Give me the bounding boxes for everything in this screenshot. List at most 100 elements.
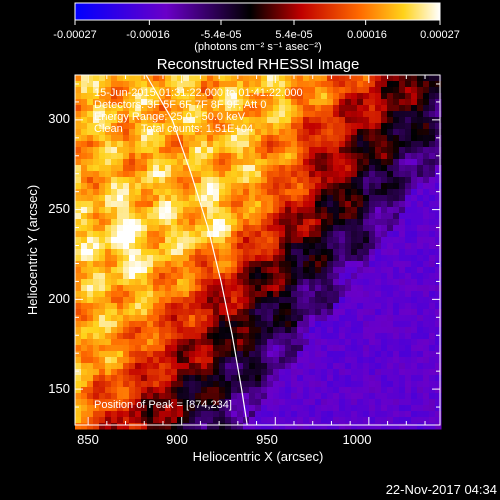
- heatmap-cell: [207, 153, 214, 160]
- heatmap-cell: [267, 309, 274, 316]
- heatmap-cell: [429, 315, 436, 322]
- heatmap-cell: [243, 357, 250, 364]
- heatmap-cell: [135, 213, 142, 220]
- heatmap-cell: [405, 177, 412, 184]
- heatmap-cell: [267, 327, 274, 334]
- heatmap-cell: [381, 399, 388, 406]
- heatmap-cell: [87, 303, 94, 310]
- heatmap-cell: [375, 321, 382, 328]
- heatmap-cell: [387, 285, 394, 292]
- heatmap-cell: [177, 315, 184, 322]
- x-tick-label: 1000: [343, 432, 372, 447]
- heatmap-cell: [333, 75, 340, 82]
- heatmap-cell: [279, 291, 286, 298]
- heatmap-cell: [279, 249, 286, 256]
- heatmap-cell: [399, 273, 406, 280]
- heatmap-cell: [345, 75, 352, 82]
- heatmap-cell: [327, 309, 334, 316]
- heatmap-cell: [135, 87, 142, 94]
- heatmap-cell: [405, 219, 412, 226]
- heatmap-cell: [435, 255, 442, 262]
- heatmap-cell: [405, 111, 412, 118]
- heatmap-cell: [195, 417, 202, 424]
- heatmap-cell: [231, 111, 238, 118]
- heatmap-cell: [363, 387, 370, 394]
- heatmap-cell: [249, 261, 256, 268]
- heatmap-cell: [351, 171, 358, 178]
- heatmap-cell: [147, 291, 154, 298]
- heatmap-cell: [357, 363, 364, 370]
- heatmap-cell: [333, 261, 340, 268]
- heatmap-cell: [405, 285, 412, 292]
- heatmap-cell: [285, 333, 292, 340]
- heatmap-cell: [153, 363, 160, 370]
- heatmap-cell: [75, 129, 82, 136]
- heatmap-cell: [129, 321, 136, 328]
- heatmap-cell: [75, 423, 82, 430]
- annotation-time-range: 15-Jun-2015 01:31:22.000 to 01:41:22.000: [94, 87, 303, 99]
- heatmap-cell: [321, 111, 328, 118]
- heatmap-cell: [327, 345, 334, 352]
- heatmap-cell: [429, 381, 436, 388]
- heatmap-cell: [309, 81, 316, 88]
- heatmap-cell: [279, 189, 286, 196]
- heatmap-cell: [417, 303, 424, 310]
- heatmap-cell: [297, 291, 304, 298]
- heatmap-cell: [129, 165, 136, 172]
- heatmap-cell: [315, 237, 322, 244]
- heatmap-cell: [333, 327, 340, 334]
- heatmap-cell: [225, 303, 232, 310]
- heatmap-cell: [393, 165, 400, 172]
- heatmap-cell: [75, 123, 82, 130]
- heatmap-cell: [345, 387, 352, 394]
- heatmap-cell: [345, 393, 352, 400]
- heatmap-cell: [405, 207, 412, 214]
- heatmap-cell: [141, 135, 148, 142]
- heatmap-cell: [381, 363, 388, 370]
- heatmap-cell: [231, 297, 238, 304]
- heatmap-cell: [309, 249, 316, 256]
- heatmap-cell: [309, 357, 316, 364]
- heatmap-cell: [333, 333, 340, 340]
- heatmap-cell: [261, 117, 268, 124]
- heatmap-cell: [165, 387, 172, 394]
- heatmap-cell: [249, 345, 256, 352]
- heatmap-cell: [291, 369, 298, 376]
- heatmap-cell: [93, 405, 100, 412]
- heatmap-cell: [201, 351, 208, 358]
- heatmap-cell: [195, 279, 202, 286]
- heatmap-cell: [273, 303, 280, 310]
- heatmap-cell: [141, 261, 148, 268]
- heatmap-cell: [93, 261, 100, 268]
- heatmap-cell: [183, 279, 190, 286]
- heatmap-cell: [225, 207, 232, 214]
- heatmap-cell: [309, 219, 316, 226]
- heatmap-cell: [393, 261, 400, 268]
- heatmap-cell: [297, 189, 304, 196]
- heatmap-cell: [231, 135, 238, 142]
- heatmap-cell: [129, 147, 136, 154]
- heatmap-cell: [279, 417, 286, 424]
- heatmap-cell: [231, 207, 238, 214]
- heatmap-cell: [375, 369, 382, 376]
- heatmap-cell: [177, 105, 184, 112]
- heatmap-cell: [135, 333, 142, 340]
- heatmap-cell: [423, 153, 430, 160]
- heatmap-cell: [279, 123, 286, 130]
- heatmap-cell: [357, 207, 364, 214]
- heatmap-cell: [387, 117, 394, 124]
- heatmap-cell: [177, 273, 184, 280]
- heatmap-cell: [333, 369, 340, 376]
- heatmap-cell: [81, 171, 88, 178]
- heatmap-cell: [261, 351, 268, 358]
- heatmap-cell: [183, 387, 190, 394]
- heatmap-cell: [147, 417, 154, 424]
- heatmap-cell: [321, 243, 328, 250]
- heatmap-cell: [363, 207, 370, 214]
- heatmap-cell: [411, 357, 418, 364]
- heatmap-cell: [117, 255, 124, 262]
- heatmap-cell: [435, 123, 442, 130]
- heatmap-cell: [249, 273, 256, 280]
- heatmap-cell: [141, 369, 148, 376]
- heatmap-cell: [333, 117, 340, 124]
